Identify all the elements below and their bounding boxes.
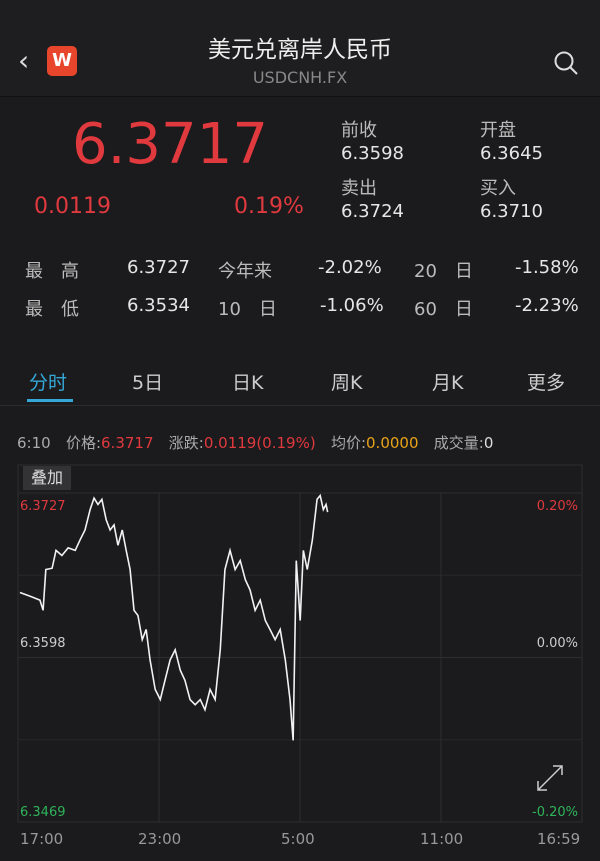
- price-change: 0.0119: [34, 194, 111, 219]
- pct-label-bottom: -0.20%: [532, 805, 578, 820]
- ytd-label: 今年来: [218, 261, 272, 282]
- prev-close-label: 前收: [341, 120, 377, 141]
- prev-close: 6.3598: [341, 143, 404, 164]
- pct-label-top: 0.20%: [536, 499, 578, 514]
- divider: [0, 405, 600, 406]
- ytd: -2.02%: [318, 257, 382, 278]
- open: 6.3645: [480, 143, 543, 164]
- info-volume-label: 成交量:: [433, 434, 484, 452]
- low-label: 最 低: [25, 299, 79, 320]
- info-avg: 0.0000: [366, 434, 419, 452]
- sell-label: 卖出: [341, 178, 377, 199]
- info-change: 0.0119(0.19%): [203, 434, 316, 452]
- price-change-pct: 0.19%: [234, 194, 304, 219]
- price-line: [19, 493, 329, 741]
- info-avg-label: 均价:: [330, 434, 367, 452]
- intraday-chart: [17, 464, 583, 823]
- buy: 6.3710: [480, 201, 543, 222]
- d20: -1.58%: [515, 257, 579, 278]
- sell: 6.3724: [341, 201, 404, 222]
- tab-weekly-k[interactable]: 周K: [331, 372, 363, 394]
- tab-more[interactable]: 更多: [527, 372, 566, 394]
- last-price: 6.3717: [72, 112, 268, 177]
- x-tick: 5:00: [281, 830, 315, 848]
- page-title: 美元兑离岸人民币: [208, 37, 392, 63]
- tab-monthly-k[interactable]: 月K: [432, 372, 464, 394]
- high: 6.3727: [127, 257, 190, 278]
- tab-intraday[interactable]: 分时: [29, 372, 68, 394]
- y-label-mid: 6.3598: [20, 636, 66, 651]
- low: 6.3534: [127, 295, 190, 316]
- info-time: 6:10: [17, 434, 51, 452]
- expand-icon[interactable]: [535, 763, 565, 793]
- d60: -2.23%: [515, 295, 579, 316]
- info-change-label: 涨跌:: [168, 434, 204, 452]
- d20-label: 20 日: [414, 261, 473, 282]
- x-tick: 23:00: [138, 830, 182, 848]
- pct-label-mid: 0.00%: [536, 636, 578, 651]
- header: ‹ W 美元兑离岸人民币 USDCNH.FX: [0, 0, 600, 97]
- x-tick: 11:00: [420, 830, 464, 848]
- info-price: 6.3717: [101, 434, 154, 452]
- high-label: 最 高: [25, 261, 79, 282]
- info-volume: 0: [483, 434, 494, 452]
- y-label-top: 6.3727: [20, 499, 66, 514]
- crosshair-info: 6:10 价格:6.3717 涨跌:0.0119(0.19%) 均价:0.000…: [17, 432, 493, 453]
- search-icon[interactable]: [553, 50, 579, 76]
- d10-label: 10 日: [218, 299, 277, 320]
- overlay-button[interactable]: 叠加: [23, 466, 71, 490]
- x-tick: 16:59: [537, 830, 581, 848]
- tab-5day[interactable]: 5日: [132, 372, 164, 394]
- chevron-left-icon[interactable]: ‹: [18, 44, 30, 77]
- buy-label: 买入: [480, 178, 516, 199]
- d60-label: 60 日: [414, 299, 473, 320]
- active-tab-indicator: [27, 399, 73, 402]
- y-label-bottom: 6.3469: [20, 805, 66, 820]
- x-tick: 17:00: [20, 830, 64, 848]
- tab-daily-k[interactable]: 日K: [232, 372, 264, 394]
- info-price-label: 价格:: [65, 434, 102, 452]
- app-logo: W: [47, 46, 77, 76]
- symbol: USDCNH.FX: [252, 68, 348, 87]
- open-label: 开盘: [480, 120, 516, 141]
- d10: -1.06%: [320, 295, 384, 316]
